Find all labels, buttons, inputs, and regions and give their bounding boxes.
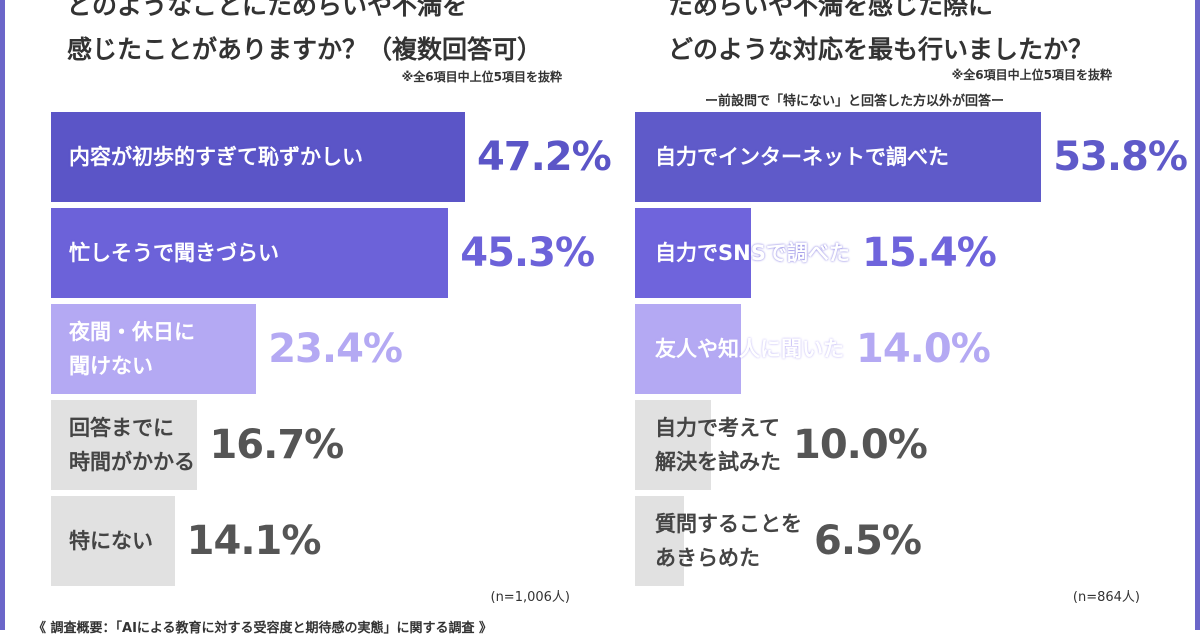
category-label: 自力で考えて 解決を試みた	[655, 416, 781, 474]
bar	[51, 496, 175, 586]
category-label: 質問することを あきらめた	[655, 512, 802, 570]
bar	[635, 304, 741, 394]
value-label: 10.0%	[793, 422, 928, 468]
category-label: 特にない	[69, 529, 153, 553]
category-label: 忙しそうで聞きづらい	[69, 241, 279, 265]
subtitle: ー前設問で「特にない」と回答した方以外が回答ー	[705, 94, 1005, 109]
value-label: 14.1%	[186, 518, 322, 564]
value-label: 6.5%	[814, 518, 922, 564]
bar	[635, 112, 1042, 202]
sample-size: (n=864人)	[1072, 590, 1140, 605]
value-label: 47.2%	[476, 134, 612, 180]
category-label: 内容が初歩的すぎて恥ずかしい	[69, 145, 363, 169]
category-label: 自力でSNSで調べた	[655, 241, 850, 265]
category-label: 回答までに 時間がかかる	[69, 416, 195, 474]
bar	[635, 208, 752, 298]
bar	[51, 208, 449, 298]
value-label: 23.4%	[268, 326, 403, 372]
note: ※全6項目中上位5項目を抜粋	[401, 70, 562, 84]
bar	[51, 304, 257, 394]
value-label: 16.7%	[209, 422, 344, 468]
category-label: 友人や知人に聞いた	[655, 337, 844, 361]
chart-title: どのようなことにためらいや不満を 感じたことがありますか？（複数回答可）	[67, 0, 543, 64]
value-label: 14.0%	[856, 326, 991, 372]
bar	[51, 400, 198, 490]
bar	[635, 496, 685, 586]
value-label: 45.3%	[460, 230, 595, 276]
chart-title: ためらいや不満を感じた際に どのような対応を最も行いましたか？	[668, 0, 1094, 64]
category-label: 夜間・休日に 聞けない	[69, 320, 195, 378]
note: ※全6項目中上位5項目を抜粋	[951, 68, 1112, 82]
value-label: 15.4%	[862, 230, 997, 276]
category-label: 自力でインターネットで調べた	[655, 145, 949, 169]
bar	[635, 400, 711, 490]
sample-size: (n=1,006人)	[490, 590, 571, 605]
footer: 《 調査概要：「AIによる教育に対する受容度と期待感の実態」に関する調査 》	[33, 621, 493, 636]
bar	[51, 112, 465, 202]
value-label: 53.8%	[1053, 134, 1188, 180]
